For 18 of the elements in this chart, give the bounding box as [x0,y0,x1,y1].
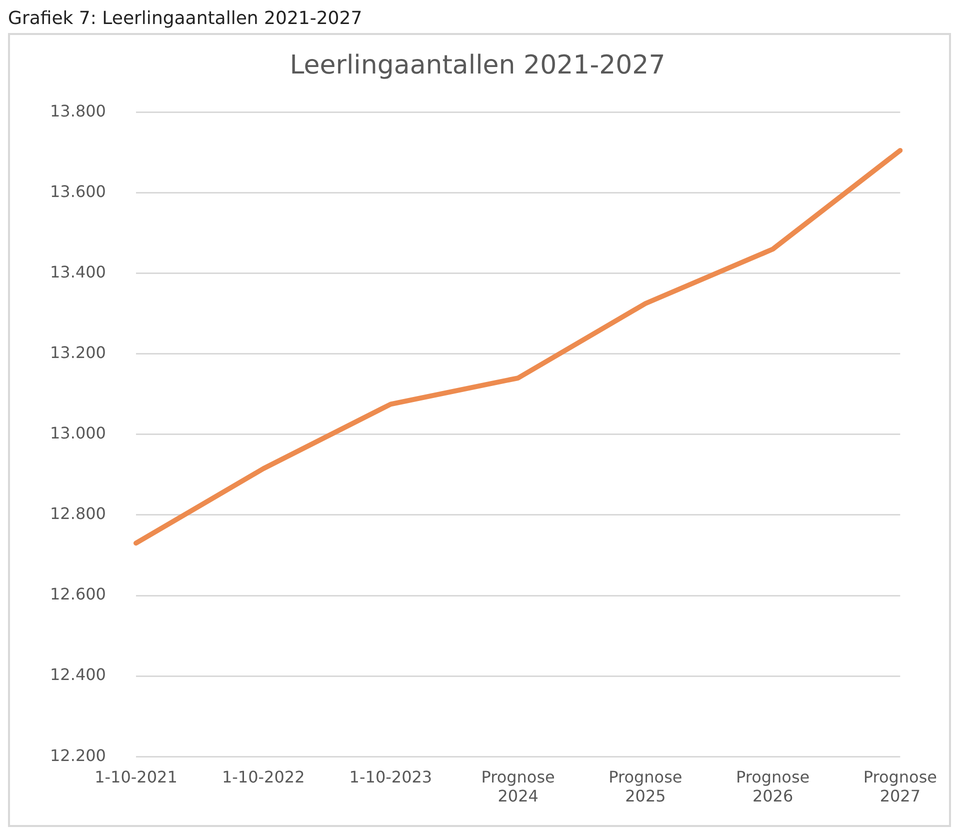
y-tick-label: 13.400 [50,262,106,282]
x-tick-label: 1-10-2021 [94,767,178,786]
y-tick-label: 13.600 [50,182,106,201]
y-tick-label: 13.000 [50,424,106,443]
y-tick-label: 12.600 [50,584,106,604]
x-tick-label: Prognose 2027 [863,767,938,806]
y-tick-label: 13.200 [50,343,106,362]
x-tick-label: 1-10-2022 [222,767,305,786]
x-tick-label: 1-10-2023 [349,767,432,786]
x-tick-label: Prognose 2026 [736,767,810,806]
x-tick-label: Prognose 2025 [608,767,682,806]
chart-title: Leerlingaantallen 2021-2027 [290,50,666,80]
text: Grafiek 7: Leerlingaantallen 2021-2027 [8,8,364,29]
y-tick-label: 12.400 [50,665,106,684]
y-tick-label: 12.200 [50,746,106,765]
y-tick-label: 13.800 [50,101,106,120]
y-tick-label: 12.800 [50,504,106,524]
x-tick-label: Prognose 2024 [481,767,555,806]
